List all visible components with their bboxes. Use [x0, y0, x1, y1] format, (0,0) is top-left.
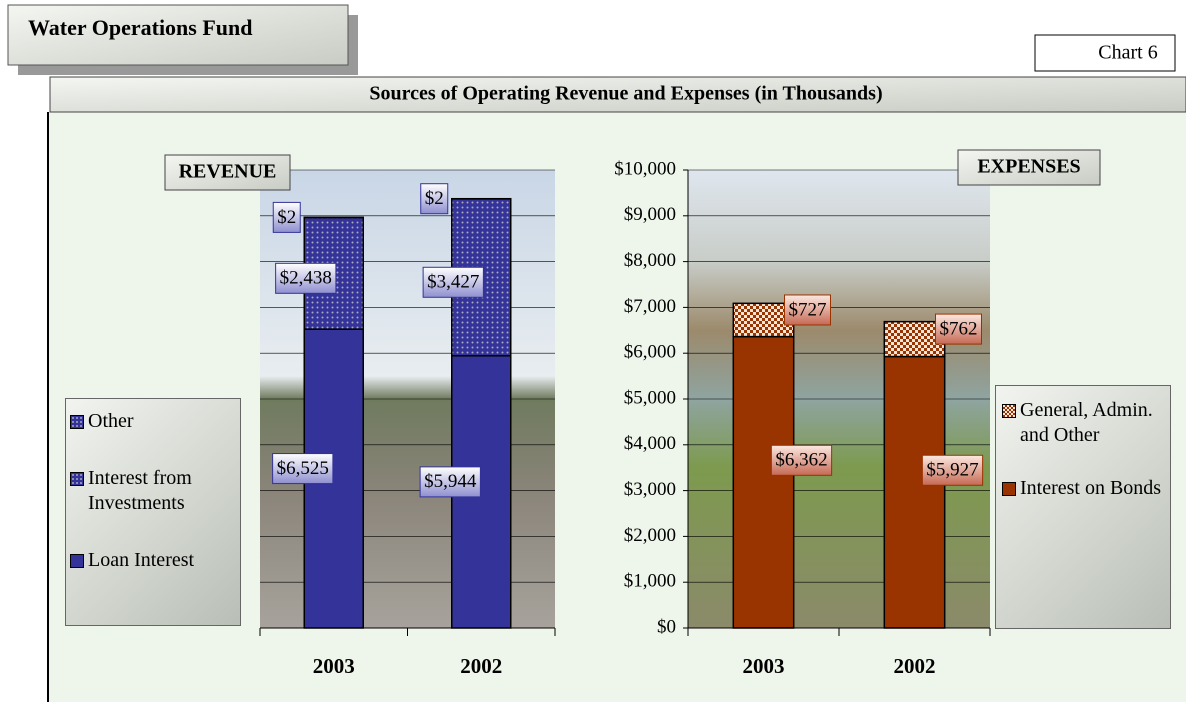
subtitle-box: [49, 76, 1186, 113]
data-label: $3,427: [427, 272, 479, 293]
y-tick-label: $7,000: [624, 296, 676, 317]
legend-label: Other: [88, 410, 134, 432]
legend-swatch: [70, 415, 84, 429]
legend-swatch: [1002, 404, 1016, 418]
x-tick-label: 2003: [743, 654, 785, 678]
bar-segment: [883, 355, 946, 629]
chart-label: REVENUE: [179, 161, 277, 183]
chart-label: EXPENSES: [977, 156, 1080, 178]
y-tick-label: $4,000: [624, 433, 676, 454]
subtitle: Sources of Operating Revenue and Expense…: [369, 83, 882, 105]
y-tick-label: $8,000: [624, 250, 676, 271]
header-box: [7, 4, 349, 66]
x-tick-label: 2002: [460, 654, 502, 678]
x-tick-label: 2003: [313, 654, 355, 678]
data-label-box: [784, 294, 831, 326]
chart-number: Chart 6: [1098, 42, 1157, 64]
data-label: $2: [425, 188, 444, 209]
data-label: $2,438: [280, 268, 332, 289]
data-label: $6,362: [775, 450, 827, 471]
legend-label: Interest on Bonds: [1020, 477, 1162, 499]
y-tick-label: $10,000: [614, 158, 676, 179]
data-label: $762: [940, 318, 978, 339]
legend: General, Admin. and Other Interest on Bon…: [995, 385, 1171, 629]
data-label: $2: [277, 207, 296, 228]
legend-swatch: [70, 554, 84, 568]
data-label-box: [770, 444, 833, 476]
header-title: Water Operations Fund: [28, 15, 253, 40]
data-label-box: [935, 313, 982, 345]
legend: Other Interest from Investments Loan Inter…: [65, 398, 241, 626]
legend-swatch: [70, 472, 84, 486]
chart-number-box: [1034, 34, 1176, 72]
chart-label-box: [164, 154, 291, 191]
x-tick-label: 2002: [894, 654, 936, 678]
y-tick-label: $6,000: [624, 342, 676, 363]
bar-segment: [732, 335, 795, 629]
legend-item: Interest on Bonds: [1002, 476, 1164, 501]
chart-label-box: [957, 149, 1101, 186]
legend-swatch: [1002, 482, 1016, 496]
y-tick-label: $0: [657, 616, 676, 637]
legend-label: Interest from Investments: [88, 467, 192, 514]
data-label-box: [272, 453, 334, 485]
data-label-box: [272, 201, 301, 233]
y-tick-label: $3,000: [624, 479, 676, 500]
legend-item: Other: [70, 409, 236, 434]
data-label-box: [419, 466, 481, 498]
data-label: $727: [789, 299, 827, 320]
data-label: $5,927: [926, 460, 978, 481]
data-label-box: [420, 183, 449, 215]
y-tick-label: $5,000: [624, 387, 676, 408]
legend-label: Loan Interest: [88, 549, 195, 571]
y-tick-label: $1,000: [624, 571, 676, 592]
data-label-box: [422, 266, 484, 298]
legend-item: General, Admin. and Other: [1002, 398, 1164, 448]
y-tick-label: $9,000: [624, 204, 676, 225]
y-tick-label: $2,000: [624, 525, 676, 546]
legend-label: General, Admin. and Other: [1020, 399, 1153, 446]
legend-item: Loan Interest: [70, 548, 236, 573]
data-label: $6,525: [277, 458, 329, 479]
bar-segment: [883, 320, 946, 358]
data-label-box: [275, 262, 337, 294]
data-label-box: [921, 454, 984, 486]
data-label: $5,944: [424, 471, 477, 492]
legend-item: Interest from Investments: [70, 466, 236, 516]
